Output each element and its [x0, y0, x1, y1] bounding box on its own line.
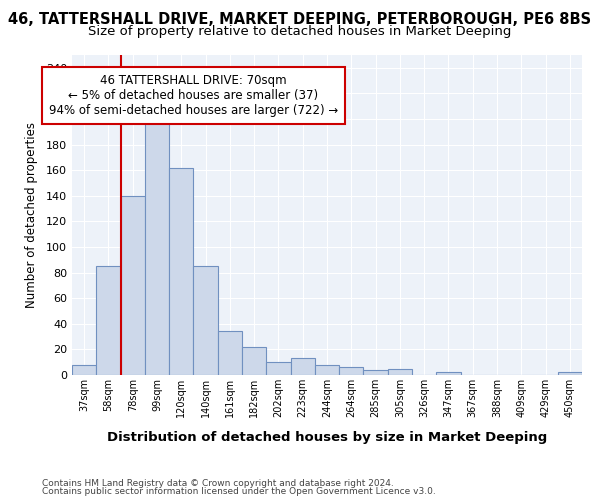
Bar	[121, 196, 145, 375]
Text: 46, TATTERSHALL DRIVE, MARKET DEEPING, PETERBOROUGH, PE6 8BS: 46, TATTERSHALL DRIVE, MARKET DEEPING, P…	[8, 12, 592, 28]
Bar	[242, 347, 266, 375]
Bar	[145, 122, 169, 375]
Bar	[266, 362, 290, 375]
Bar	[558, 372, 582, 375]
Text: 46 TATTERSHALL DRIVE: 70sqm
← 5% of detached houses are smaller (37)
94% of semi: 46 TATTERSHALL DRIVE: 70sqm ← 5% of deta…	[49, 74, 338, 117]
Bar	[315, 365, 339, 375]
Text: Contains public sector information licensed under the Open Government Licence v3: Contains public sector information licen…	[42, 487, 436, 496]
Bar	[339, 368, 364, 375]
Bar	[290, 358, 315, 375]
Bar	[364, 370, 388, 375]
Bar	[436, 372, 461, 375]
Bar	[193, 266, 218, 375]
X-axis label: Distribution of detached houses by size in Market Deeping: Distribution of detached houses by size …	[107, 431, 547, 444]
Y-axis label: Number of detached properties: Number of detached properties	[25, 122, 38, 308]
Text: Contains HM Land Registry data © Crown copyright and database right 2024.: Contains HM Land Registry data © Crown c…	[42, 478, 394, 488]
Bar	[388, 368, 412, 375]
Bar	[218, 332, 242, 375]
Text: Size of property relative to detached houses in Market Deeping: Size of property relative to detached ho…	[88, 25, 512, 38]
Bar	[96, 266, 121, 375]
Bar	[169, 168, 193, 375]
Bar	[72, 365, 96, 375]
